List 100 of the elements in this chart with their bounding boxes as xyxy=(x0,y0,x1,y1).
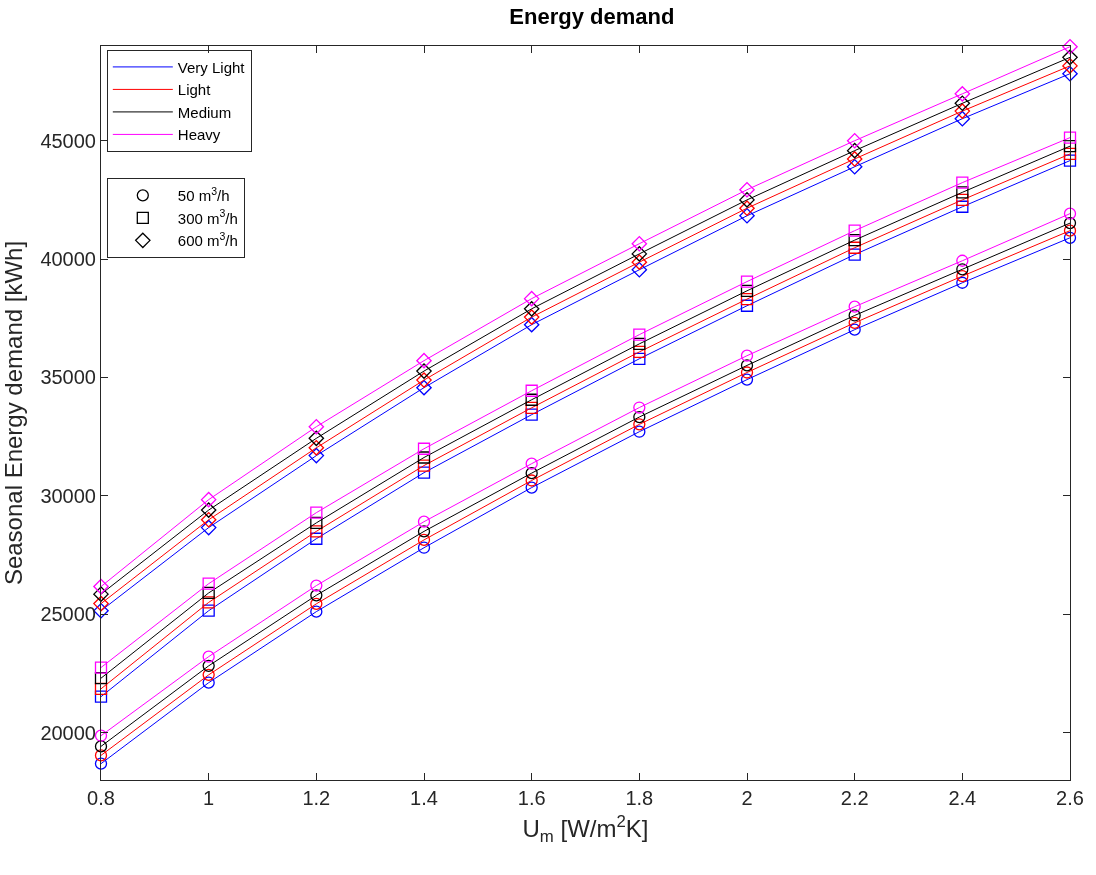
point xyxy=(846,142,863,159)
point xyxy=(1062,49,1078,66)
x-tick-label: 1 xyxy=(203,787,215,809)
y-tick-label: 20000 xyxy=(40,721,96,744)
y-tick-label: 25000 xyxy=(40,603,96,626)
point xyxy=(956,276,969,289)
point xyxy=(954,86,971,102)
point xyxy=(1063,147,1077,161)
legend-label: 300 m$^{3}$/h xyxy=(177,207,238,227)
point xyxy=(525,466,538,480)
x-tick-label: 2.2 xyxy=(840,787,869,809)
point xyxy=(633,401,646,414)
point xyxy=(310,589,323,602)
legend-label: Heavy xyxy=(177,126,221,144)
point xyxy=(310,579,323,592)
point xyxy=(956,193,969,207)
point xyxy=(93,586,109,602)
point xyxy=(956,254,969,267)
point xyxy=(633,328,646,341)
point xyxy=(94,690,108,703)
point xyxy=(633,425,646,438)
point xyxy=(417,525,431,538)
x-tick-label: 2 xyxy=(741,787,753,809)
point xyxy=(631,246,648,262)
point xyxy=(956,269,969,283)
point xyxy=(848,300,861,313)
point xyxy=(417,541,431,554)
point xyxy=(417,533,431,547)
x-tick-label: 1.2 xyxy=(302,787,331,809)
point xyxy=(94,661,108,674)
legend-label: Light xyxy=(177,81,212,99)
point xyxy=(523,290,540,307)
point xyxy=(308,418,325,435)
point xyxy=(848,316,861,329)
point xyxy=(200,519,217,536)
point xyxy=(740,366,754,379)
point xyxy=(94,749,108,762)
point xyxy=(739,192,755,208)
point xyxy=(417,442,431,455)
point xyxy=(1063,224,1077,237)
point xyxy=(739,200,755,216)
point xyxy=(1062,58,1078,74)
point xyxy=(1063,231,1077,244)
point xyxy=(525,384,538,397)
point xyxy=(740,349,754,362)
point xyxy=(308,430,325,447)
point xyxy=(956,263,969,276)
point xyxy=(631,254,648,270)
point xyxy=(416,379,432,396)
point xyxy=(633,418,646,431)
point xyxy=(94,729,108,742)
point xyxy=(202,659,215,673)
point xyxy=(633,345,646,359)
point xyxy=(846,151,863,167)
legend-label: 600 m$^{3}$/h xyxy=(177,229,238,250)
point xyxy=(94,740,108,753)
y-axis-title: Seasonal Energy demand [kWh] xyxy=(0,240,27,586)
point xyxy=(954,103,971,119)
point xyxy=(200,502,217,518)
point xyxy=(1063,207,1077,220)
point xyxy=(848,234,861,247)
legend-label: Very Light xyxy=(177,58,246,76)
point xyxy=(848,309,861,322)
point xyxy=(416,363,432,379)
point xyxy=(1063,131,1077,144)
point xyxy=(202,676,215,689)
y-tick-label: 40000 xyxy=(40,248,96,271)
point xyxy=(525,393,538,406)
point xyxy=(631,235,648,252)
x-tick-label: 0.8 xyxy=(87,787,115,809)
y-tick-label: 30000 xyxy=(40,484,96,507)
y-tick-label: 45000 xyxy=(40,129,96,152)
point xyxy=(202,668,215,682)
point xyxy=(846,132,863,149)
point xyxy=(200,511,217,528)
point xyxy=(93,578,109,595)
point xyxy=(93,602,109,619)
point xyxy=(94,757,108,770)
point xyxy=(848,224,861,237)
point xyxy=(740,292,754,306)
point xyxy=(631,261,648,278)
x-tick-label: 1.8 xyxy=(625,787,654,809)
point xyxy=(416,372,432,388)
point xyxy=(1062,38,1078,55)
point xyxy=(848,323,861,336)
x-tick-label: 2.6 xyxy=(1056,787,1084,809)
point xyxy=(954,110,971,127)
point xyxy=(310,516,323,530)
x-axis-title: U$_{m}$ [W/m$^{2}$K] xyxy=(522,812,649,847)
point xyxy=(956,186,969,199)
point xyxy=(417,515,431,528)
point xyxy=(633,410,646,424)
point xyxy=(93,595,109,612)
legend-label: Medium xyxy=(177,103,232,121)
point xyxy=(523,309,540,325)
point xyxy=(846,158,863,175)
point xyxy=(633,352,646,365)
x-tick-label: 1.6 xyxy=(517,787,546,809)
point xyxy=(740,299,754,312)
point xyxy=(740,359,754,372)
